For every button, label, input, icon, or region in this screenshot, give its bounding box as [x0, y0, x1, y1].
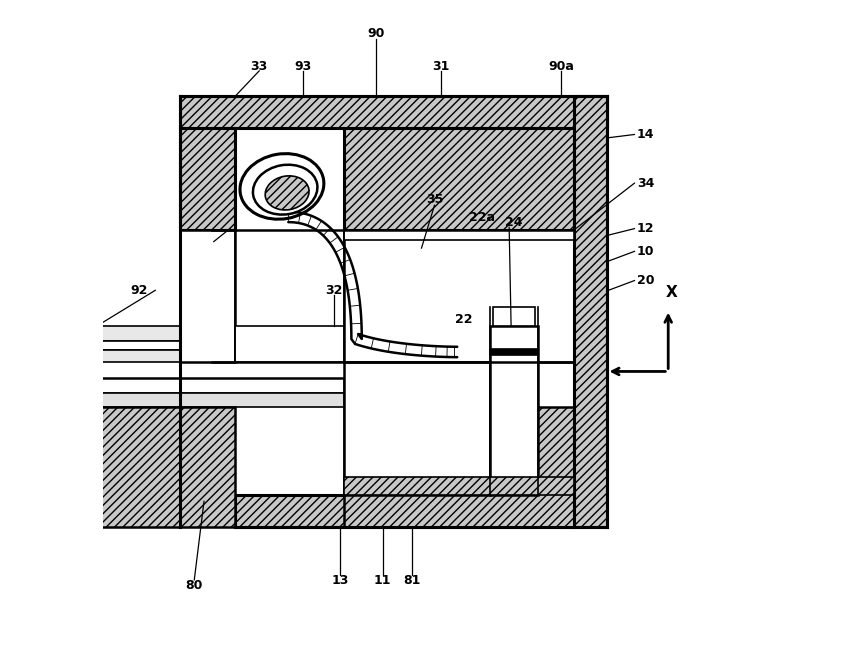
Polygon shape	[493, 306, 535, 326]
Text: 10: 10	[637, 245, 654, 258]
Text: 81: 81	[403, 574, 420, 587]
Polygon shape	[51, 326, 235, 341]
Polygon shape	[490, 349, 538, 355]
Text: 33: 33	[251, 60, 268, 73]
Polygon shape	[51, 407, 235, 527]
Polygon shape	[180, 128, 235, 230]
Polygon shape	[343, 362, 490, 495]
Polygon shape	[343, 230, 574, 362]
Text: 34: 34	[637, 177, 654, 190]
Polygon shape	[180, 96, 607, 128]
Text: 14: 14	[637, 128, 654, 141]
Polygon shape	[343, 477, 574, 495]
Text: Z: Z	[586, 364, 597, 379]
Text: 32: 32	[325, 284, 342, 297]
Text: 90: 90	[367, 27, 384, 40]
Text: 11: 11	[374, 574, 391, 587]
Text: X: X	[666, 285, 677, 300]
Ellipse shape	[265, 176, 309, 210]
Polygon shape	[51, 378, 343, 393]
Polygon shape	[235, 326, 343, 362]
Polygon shape	[343, 407, 574, 527]
Polygon shape	[51, 393, 343, 407]
Text: 30: 30	[193, 235, 211, 248]
Text: 92: 92	[130, 284, 148, 297]
Polygon shape	[343, 128, 574, 230]
Text: 12: 12	[637, 222, 654, 235]
Text: 22: 22	[455, 313, 473, 326]
Polygon shape	[343, 230, 574, 240]
Polygon shape	[235, 495, 574, 527]
Text: 93: 93	[294, 60, 312, 73]
Text: 80: 80	[186, 579, 203, 592]
Polygon shape	[51, 341, 235, 350]
Ellipse shape	[253, 165, 318, 215]
Polygon shape	[490, 326, 538, 495]
Polygon shape	[574, 96, 607, 527]
Text: 31: 31	[432, 60, 449, 73]
Text: 20: 20	[637, 274, 654, 287]
Polygon shape	[51, 350, 235, 362]
Text: 22a: 22a	[469, 211, 495, 224]
Text: 90a: 90a	[548, 60, 574, 73]
Text: 24: 24	[505, 216, 522, 229]
Polygon shape	[180, 230, 235, 362]
Text: 35: 35	[425, 193, 443, 206]
Text: 13: 13	[331, 574, 349, 587]
